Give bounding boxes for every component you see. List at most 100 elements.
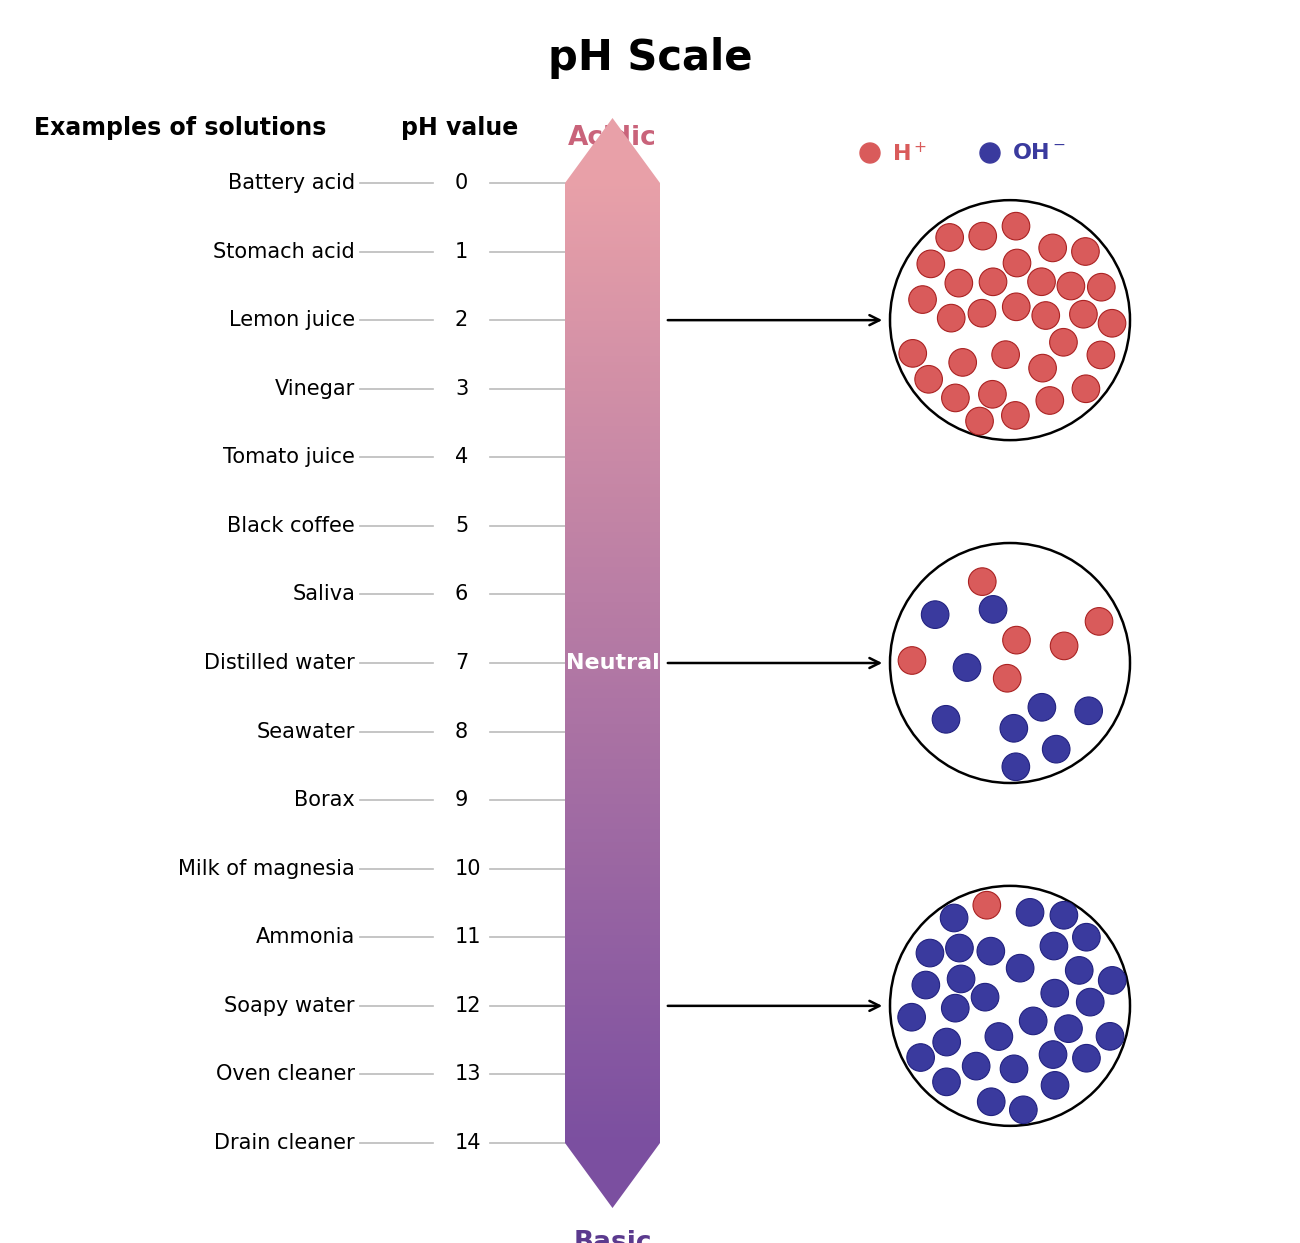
Polygon shape — [566, 394, 660, 398]
Circle shape — [993, 665, 1021, 692]
Polygon shape — [566, 759, 660, 762]
Polygon shape — [566, 1121, 660, 1124]
Circle shape — [1054, 1014, 1083, 1043]
Polygon shape — [566, 282, 660, 286]
Polygon shape — [566, 737, 660, 740]
Circle shape — [1075, 697, 1102, 725]
Polygon shape — [566, 800, 660, 804]
Polygon shape — [566, 676, 660, 679]
Polygon shape — [566, 339, 660, 343]
Polygon shape — [566, 890, 660, 894]
Polygon shape — [566, 359, 660, 362]
Text: Examples of solutions: Examples of solutions — [34, 116, 326, 140]
Circle shape — [1076, 988, 1104, 1016]
Polygon shape — [566, 778, 660, 782]
Polygon shape — [566, 406, 660, 410]
Polygon shape — [566, 993, 660, 996]
Circle shape — [1070, 301, 1097, 328]
Polygon shape — [566, 526, 660, 528]
Circle shape — [940, 904, 968, 932]
Polygon shape — [566, 699, 660, 701]
Polygon shape — [566, 1028, 660, 1030]
Polygon shape — [566, 1089, 660, 1091]
Text: Black coffee: Black coffee — [227, 516, 355, 536]
Text: 4: 4 — [455, 447, 468, 467]
Polygon shape — [566, 679, 660, 682]
Circle shape — [1036, 387, 1063, 414]
Circle shape — [1043, 736, 1070, 763]
Polygon shape — [566, 503, 660, 506]
Polygon shape — [566, 186, 660, 189]
Polygon shape — [566, 618, 660, 622]
Polygon shape — [566, 622, 660, 624]
Polygon shape — [566, 705, 660, 707]
Polygon shape — [566, 1006, 660, 1008]
Polygon shape — [566, 1140, 660, 1144]
Polygon shape — [566, 199, 660, 203]
Polygon shape — [566, 979, 660, 983]
Polygon shape — [566, 118, 660, 183]
Polygon shape — [566, 1134, 660, 1136]
Polygon shape — [566, 963, 660, 967]
Polygon shape — [566, 858, 660, 861]
Polygon shape — [566, 929, 660, 932]
Polygon shape — [566, 756, 660, 759]
Circle shape — [916, 250, 945, 277]
Polygon shape — [566, 292, 660, 295]
Polygon shape — [566, 308, 660, 311]
Polygon shape — [566, 392, 660, 394]
Polygon shape — [566, 762, 660, 766]
Polygon shape — [566, 1069, 660, 1073]
Circle shape — [971, 983, 998, 1011]
Polygon shape — [566, 829, 660, 833]
Polygon shape — [566, 314, 660, 317]
Text: Acidic: Acidic — [568, 126, 656, 150]
Circle shape — [1017, 899, 1044, 926]
Polygon shape — [566, 794, 660, 798]
Polygon shape — [566, 772, 660, 774]
Polygon shape — [566, 1016, 660, 1018]
Circle shape — [1006, 955, 1034, 982]
Polygon shape — [566, 595, 660, 599]
Polygon shape — [566, 372, 660, 375]
Polygon shape — [566, 670, 660, 672]
Circle shape — [1098, 967, 1126, 994]
Circle shape — [980, 143, 1000, 163]
Circle shape — [1002, 293, 1030, 321]
Polygon shape — [566, 355, 660, 359]
Circle shape — [891, 200, 1130, 440]
Polygon shape — [566, 237, 660, 241]
Circle shape — [948, 965, 975, 993]
Text: Oven cleaner: Oven cleaner — [216, 1064, 355, 1084]
Polygon shape — [566, 1127, 660, 1130]
Circle shape — [978, 937, 1005, 965]
Polygon shape — [566, 983, 660, 986]
Polygon shape — [566, 989, 660, 993]
Circle shape — [1050, 633, 1078, 660]
Polygon shape — [566, 270, 660, 272]
Polygon shape — [566, 721, 660, 723]
Polygon shape — [566, 906, 660, 910]
Polygon shape — [566, 715, 660, 717]
Text: 11: 11 — [455, 927, 481, 947]
Circle shape — [1066, 957, 1093, 984]
Polygon shape — [566, 209, 660, 211]
Polygon shape — [566, 650, 660, 654]
Polygon shape — [566, 835, 660, 839]
Polygon shape — [566, 227, 660, 231]
Polygon shape — [566, 878, 660, 880]
Polygon shape — [566, 528, 660, 532]
Polygon shape — [566, 567, 660, 571]
Polygon shape — [566, 986, 660, 989]
Polygon shape — [566, 919, 660, 922]
Circle shape — [1040, 932, 1067, 960]
Polygon shape — [566, 225, 660, 227]
Circle shape — [966, 408, 993, 435]
Circle shape — [1039, 234, 1066, 262]
Circle shape — [941, 994, 968, 1022]
Text: Basic: Basic — [573, 1231, 651, 1243]
Circle shape — [1004, 249, 1031, 277]
Polygon shape — [566, 286, 660, 288]
Polygon shape — [566, 337, 660, 339]
Polygon shape — [566, 215, 660, 219]
